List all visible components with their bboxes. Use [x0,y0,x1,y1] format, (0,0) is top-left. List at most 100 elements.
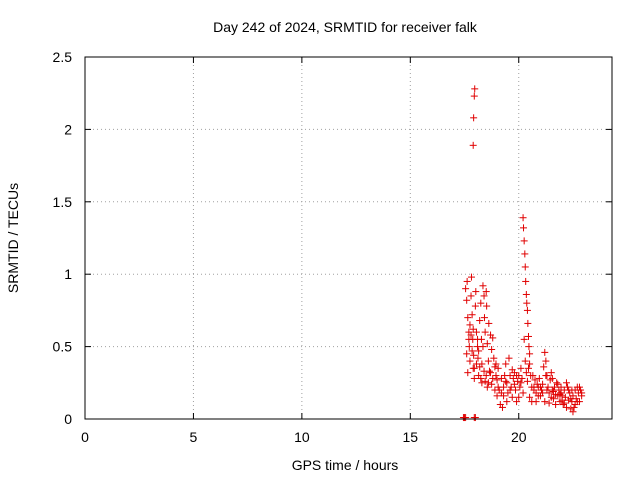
data-point [519,214,527,222]
data-point [509,374,517,382]
data-point [570,403,578,411]
y-tick-label: 2.5 [53,49,73,65]
data-point [562,403,570,411]
data-point [469,325,477,333]
data-point [502,360,510,368]
data-point [521,250,529,258]
data-point [480,367,488,375]
data-point [463,350,471,358]
grid-lines [85,57,612,419]
x-tick-label: 5 [190,429,198,445]
data-point [577,386,585,394]
data-point [522,369,530,377]
y-tick-label: 1 [64,266,72,282]
data-point [540,363,548,371]
data-point [573,398,581,406]
data-point [490,354,498,362]
data-point [469,364,477,372]
data-point [483,340,491,348]
data-point [467,331,475,339]
data-point [523,306,531,314]
data-point [474,335,482,343]
data-point [510,380,518,388]
data-point [487,369,495,377]
data-point [518,374,526,382]
data-point [520,237,528,245]
data-point [472,360,480,368]
data-point [489,374,497,382]
data-point [520,335,528,343]
data-point [569,408,577,416]
chart-title: Day 242 of 2024, SRMTID for receiver fal… [213,19,478,35]
data-point [559,401,567,409]
data-point [488,345,496,353]
data-point [547,393,555,401]
data-point [568,386,576,394]
data-point [526,350,534,358]
data-point [506,386,514,394]
data-point [522,277,530,285]
data-point [482,288,490,296]
data-point [485,319,493,327]
data-point [503,398,511,406]
data-point [494,364,502,372]
data-point [542,372,550,380]
data-point [483,383,491,391]
data-point [505,354,513,362]
data-point [475,347,483,355]
data-point [465,335,473,343]
data-point [531,376,539,384]
data-point [523,377,531,385]
data-point [471,85,479,93]
data-point [465,343,473,351]
data-point [467,273,475,281]
data-point [468,347,476,355]
data-point [553,379,561,387]
data-point [517,379,525,387]
data-point [472,328,480,336]
data-point [541,348,549,356]
data-point [529,372,537,380]
data-point [489,334,497,342]
data-point [492,372,500,380]
data-point [516,383,524,391]
data-point [545,399,553,407]
data-point [470,92,478,100]
y-tick-label: 0.5 [53,339,73,355]
x-tick-label: 20 [511,429,527,445]
data-point [506,372,514,380]
data-point [467,292,475,300]
data-point [464,314,472,322]
data-point [549,387,557,395]
data-point [543,386,551,394]
data-point [521,263,529,271]
data-point [468,311,476,319]
data-point [544,383,552,391]
data-point [474,354,482,362]
data-point [470,114,478,122]
data-point [482,372,490,380]
data-point [539,380,547,388]
data-point [470,351,478,359]
y-axis-label: SRMTID / TECUs [5,183,21,293]
data-point [525,343,533,351]
data-point [481,328,489,336]
x-tick-label: 15 [403,429,419,445]
data-point [484,357,492,365]
data-point [513,398,521,406]
data-point [477,299,485,307]
data-point [519,389,527,397]
data-point [481,377,489,385]
data-point [541,398,549,406]
data-point [557,389,565,397]
data-point [552,401,560,409]
data-point [492,360,500,368]
data-point [554,380,562,388]
data-point [488,380,496,388]
data-point [520,224,528,232]
plot-frame [84,56,613,420]
data-point [491,363,499,371]
y-tick-label: 1.5 [53,194,73,210]
data-point [503,379,511,387]
